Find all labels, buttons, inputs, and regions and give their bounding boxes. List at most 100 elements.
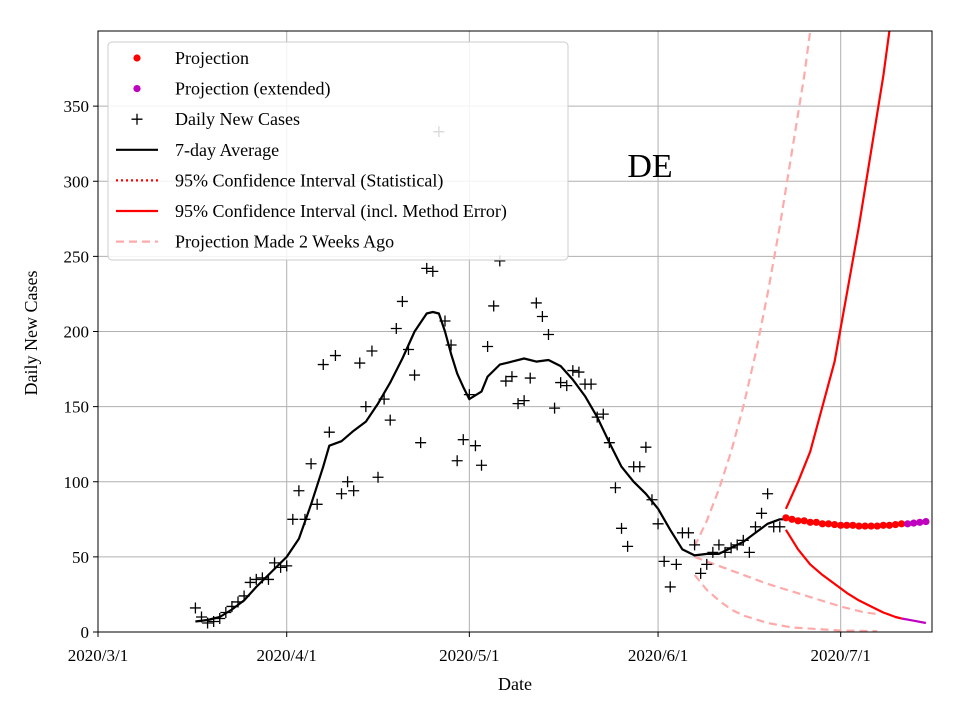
daily-cases-marker	[670, 558, 682, 570]
daily-cases-marker	[384, 414, 396, 426]
daily-cases-marker	[573, 366, 585, 378]
projection-made-2-weeks-ago-line	[694, 555, 878, 616]
daily-cases-marker	[597, 408, 609, 420]
daily-cases-marker	[743, 546, 755, 558]
projection-point	[800, 517, 808, 525]
daily-new-cases-legend-handle	[131, 113, 143, 125]
daily-cases-marker	[530, 297, 542, 309]
daily-cases-marker	[567, 365, 579, 377]
daily-cases-marker	[421, 262, 433, 274]
legend-label: 95% Confidence Interval (Statistical)	[175, 170, 443, 191]
projection-extended-point	[904, 520, 912, 528]
daily-cases-marker	[664, 581, 676, 593]
x-tick-label: 2020/5/1	[439, 646, 499, 665]
daily-cases-marker	[281, 560, 293, 572]
daily-cases-marker	[500, 375, 512, 387]
daily-cases-marker	[244, 576, 256, 588]
projection-point	[788, 515, 796, 523]
projection-extended-point	[910, 519, 918, 527]
daily-cases-marker	[506, 371, 518, 383]
daily-cases-marker	[189, 602, 201, 614]
daily-cases-marker	[323, 426, 335, 438]
daily-cases-marker	[195, 611, 207, 623]
daily-cases-marker	[427, 265, 439, 277]
daily-cases-marker	[737, 534, 749, 546]
projection-extended-point	[922, 517, 930, 526]
daily-cases-marker	[616, 522, 628, 534]
daily-cases-marker	[415, 437, 427, 449]
projection-made-2-weeks-ago-ci-lower-line	[693, 574, 878, 632]
x-tick-label: 2020/7/1	[810, 646, 870, 665]
daily-cases-marker	[238, 590, 250, 602]
daily-cases-marker	[232, 596, 244, 608]
daily-cases-marker	[591, 411, 603, 423]
daily-cases-marker	[366, 345, 378, 357]
daily-cases-marker	[208, 615, 220, 627]
y-tick-label: 100	[64, 473, 90, 492]
legend-label: Projection Made 2 Weeks Ago	[175, 232, 394, 252]
daily-cases-marker	[640, 441, 652, 453]
daily-cases-marker	[463, 389, 475, 401]
projection-point	[873, 522, 881, 530]
legend-label: Daily New Cases	[175, 109, 300, 129]
daily-cases-marker	[451, 455, 463, 467]
daily-cases-marker	[469, 440, 481, 452]
projection-point	[867, 522, 875, 530]
daily-cases-marker	[488, 300, 500, 312]
daily-cases-marker	[336, 488, 348, 500]
projection-made-2-weeks-ago-ci-upper-line	[693, 31, 812, 547]
daily-cases-marker	[275, 561, 287, 573]
y-tick-label: 150	[64, 398, 90, 417]
daily-cases-marker	[287, 513, 299, 525]
daily-cases-marker	[256, 572, 268, 584]
daily-cases-marker	[214, 612, 226, 624]
daily-cases-marker	[749, 521, 761, 533]
daily-cases-marker	[445, 339, 457, 351]
daily-cases-marker	[299, 513, 311, 525]
daily-cases-marker	[549, 402, 561, 414]
projection-point	[855, 522, 863, 530]
plot-series	[189, 31, 930, 632]
projection-point	[782, 514, 790, 522]
daily-cases-marker	[701, 558, 713, 570]
daily-cases-marker	[652, 518, 664, 530]
daily-cases-marker	[518, 395, 530, 407]
projection-point	[885, 521, 893, 529]
95-confidence-interval-incl-method-error-upper-line	[784, 31, 891, 510]
projection-point	[837, 521, 845, 529]
legend-label: 95% Confidence Interval (incl. Method Er…	[175, 201, 507, 222]
daily-cases-marker	[536, 310, 548, 322]
daily-cases-marker	[762, 488, 774, 500]
x-tick-label: 2020/3/1	[68, 646, 128, 665]
daily-cases-marker	[682, 527, 694, 539]
daily-cases-marker	[439, 315, 451, 327]
daily-cases-marker	[202, 617, 214, 629]
series-clip-group	[189, 31, 930, 632]
daily-cases-marker	[317, 359, 329, 371]
y-tick-label: 50	[72, 548, 89, 567]
x-tick-label: 2020/6/1	[628, 646, 688, 665]
projection-legend-handle	[133, 54, 141, 62]
daily-cases-marker	[311, 498, 323, 510]
daily-cases-marker	[409, 369, 421, 381]
legend-box	[107, 41, 569, 261]
y-tick-label: 200	[64, 323, 90, 342]
daily-cases-marker	[250, 573, 262, 585]
daily-cases-marker	[524, 372, 536, 384]
daily-cases-marker	[220, 606, 232, 618]
legend-label: Projection	[175, 48, 249, 68]
daily-cases-marker	[634, 461, 646, 473]
daily-cases-marker	[293, 485, 305, 497]
daily-cases-marker	[774, 521, 786, 533]
y-tick-label: 300	[64, 172, 90, 191]
projection-point	[812, 518, 820, 526]
projection-extended-point	[916, 518, 924, 526]
daily-cases-marker	[603, 437, 615, 449]
7-day-average-line	[195, 310, 786, 623]
daily-cases-marker	[482, 341, 494, 353]
country-annotation: DE	[627, 148, 672, 185]
daily-cases-marker	[512, 398, 524, 410]
projection-point	[861, 522, 869, 530]
daily-cases-marker	[622, 540, 634, 552]
